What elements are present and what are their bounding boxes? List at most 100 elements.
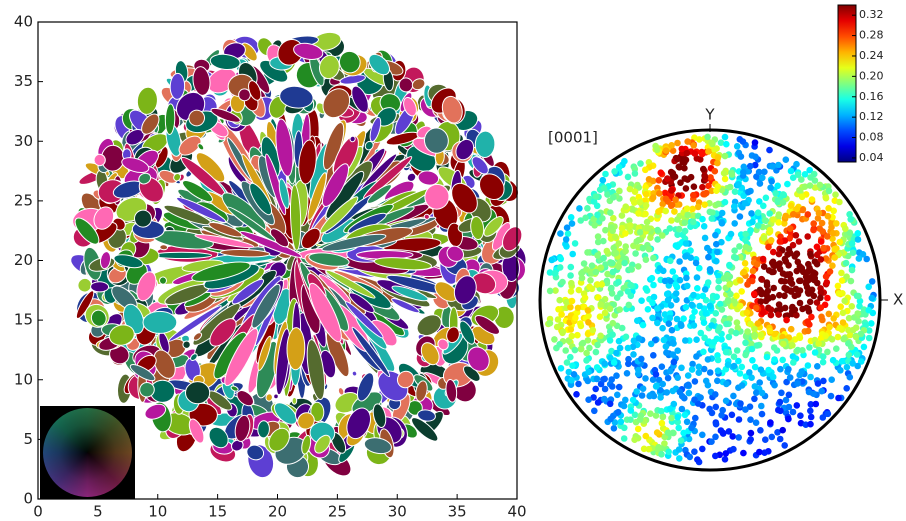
pole-point (693, 274, 701, 281)
pole-point (865, 334, 873, 342)
pole-point (822, 194, 830, 202)
colorbar-tick-label: 0.04 (859, 151, 884, 164)
pole-point (749, 267, 757, 275)
pole-point (776, 238, 784, 245)
pole-point (731, 203, 738, 210)
pole-point (845, 326, 852, 334)
pole-point (688, 366, 696, 373)
pole-point (720, 169, 728, 177)
pole-point (584, 377, 592, 385)
pole-point (710, 338, 718, 346)
pole-point (714, 154, 722, 161)
pole-point (787, 287, 795, 294)
pole-point (666, 405, 674, 413)
pole-point (552, 287, 559, 294)
grain (351, 370, 358, 377)
pole-point (569, 362, 576, 370)
pole-point (603, 247, 611, 255)
pole-point (743, 309, 751, 316)
pole-point (635, 263, 642, 270)
pole-point (727, 230, 735, 238)
grain (192, 66, 211, 96)
pole-point (728, 171, 736, 178)
grain (178, 135, 202, 156)
pole-point (745, 245, 753, 253)
pole-point (836, 324, 844, 332)
grain (230, 439, 244, 452)
pole-point (779, 191, 787, 198)
pole-point (813, 243, 821, 251)
pole-point (658, 407, 665, 415)
pole-point (628, 206, 636, 213)
grain (338, 50, 361, 74)
pole-point (685, 381, 692, 389)
x-tick-label: 5 (93, 503, 103, 521)
pole-point (700, 165, 707, 173)
pole-point (592, 268, 600, 276)
grain (224, 328, 259, 387)
pole-point (649, 376, 657, 384)
pole-point (630, 337, 638, 345)
pole-point (751, 139, 759, 146)
pole-point (668, 201, 676, 209)
pole-point (825, 310, 833, 318)
pole-point (838, 277, 846, 284)
pole-point (781, 220, 788, 227)
pole-point (631, 199, 638, 206)
pole-point (726, 281, 733, 288)
pole-point (731, 247, 738, 254)
pole-point (708, 438, 715, 446)
pole-point (689, 360, 696, 368)
pole-point (610, 359, 618, 366)
grain (451, 182, 478, 214)
pole-point (568, 279, 575, 287)
pole-point (777, 305, 785, 313)
pole-point (565, 368, 573, 376)
pole-point (635, 236, 642, 244)
pole-point (787, 202, 795, 209)
pole-point (625, 360, 632, 368)
pole-point (829, 262, 836, 270)
pole-point (805, 388, 813, 396)
pole-point (704, 279, 712, 286)
pole-point (780, 340, 787, 348)
pole-point (753, 304, 760, 312)
pole-point (674, 413, 681, 421)
pole-point (714, 248, 721, 256)
pole-point (759, 174, 766, 181)
pole-point (785, 415, 792, 423)
pole-point (649, 299, 656, 307)
pole-point (636, 416, 644, 423)
pole-point (562, 236, 570, 243)
pole-point (618, 212, 626, 219)
pole-point (796, 299, 804, 307)
grain (234, 414, 251, 442)
pole-point (557, 255, 565, 263)
pole-point (770, 344, 778, 351)
pole-point (819, 414, 827, 421)
pole-point (712, 403, 720, 411)
pole-point (694, 456, 701, 463)
grain (226, 206, 277, 242)
pole-point (664, 429, 672, 437)
pole-point (749, 218, 756, 226)
pole-point (584, 249, 591, 256)
pole-point (720, 275, 728, 282)
grain (483, 216, 504, 237)
pole-point (793, 205, 801, 213)
pole-point (865, 283, 872, 291)
pole-point (700, 348, 707, 356)
pole-point (681, 227, 689, 235)
pole-point (593, 364, 601, 371)
pole-point (680, 315, 687, 323)
pole-point (737, 153, 745, 160)
pole-point (567, 353, 574, 361)
pole-point (760, 202, 767, 210)
pole-point (824, 348, 831, 356)
pole-point (691, 378, 699, 385)
pole-point (822, 273, 830, 280)
pole-point (723, 140, 730, 148)
grain (478, 173, 505, 201)
pole-point (705, 148, 712, 155)
grain (467, 346, 490, 372)
